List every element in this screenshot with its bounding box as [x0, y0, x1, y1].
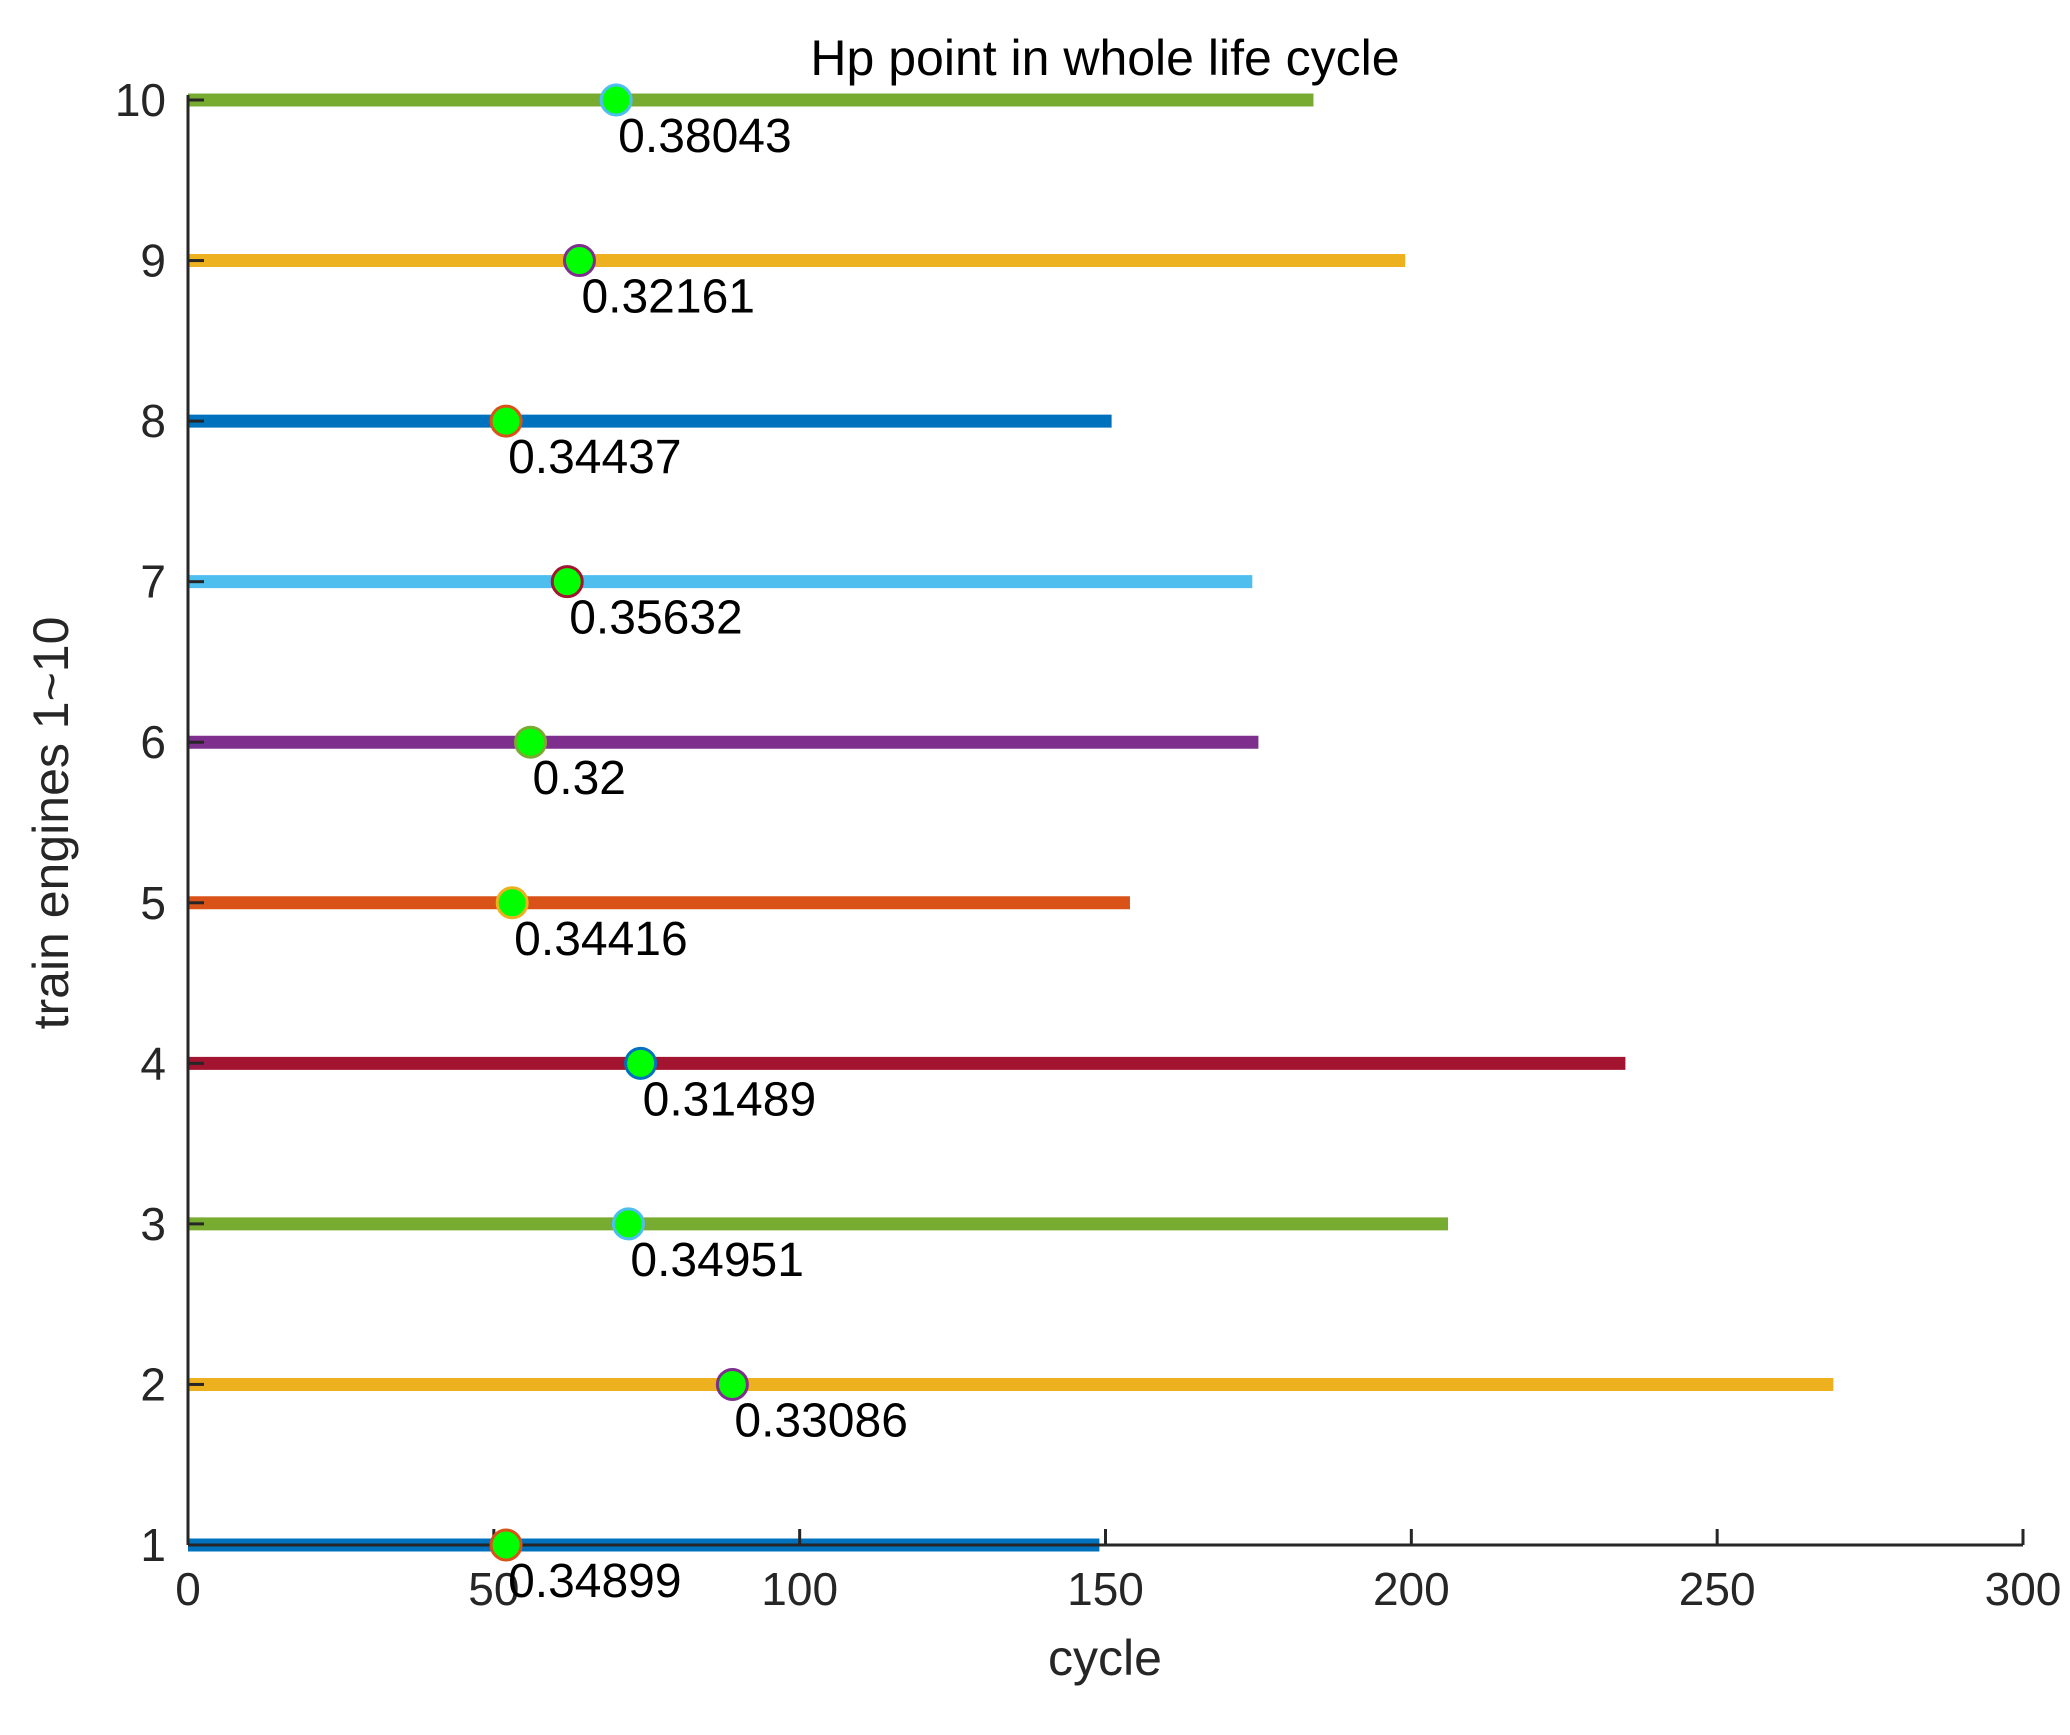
y-tick-label: 7 — [140, 556, 166, 608]
y-tick-label: 2 — [140, 1358, 166, 1410]
y-ticks: 1 2 3 4 5 6 7 8 9 10 — [115, 74, 204, 1571]
hp-marker-3 — [611, 1207, 645, 1241]
hp-marker-5 — [495, 886, 529, 920]
hp-marker-8 — [489, 404, 523, 438]
hp-marker-2 — [715, 1367, 749, 1401]
y-tick-label: 8 — [140, 395, 166, 447]
y-tick-label: 9 — [140, 235, 166, 287]
hp-label-8: 0.34437 — [508, 431, 682, 484]
hp-label-6: 0.32 — [533, 752, 626, 805]
hp-label-10: 0.38043 — [618, 110, 792, 163]
x-tick-label: 0 — [175, 1563, 201, 1615]
y-tick-label: 3 — [140, 1198, 166, 1250]
hp-label-1: 0.34899 — [508, 1555, 682, 1608]
y-tick-label: 1 — [140, 1519, 166, 1571]
hp-label-3: 0.34951 — [630, 1234, 804, 1287]
chart-title: Hp point in whole life cycle — [810, 30, 1399, 86]
hp-label-5: 0.34416 — [514, 913, 688, 966]
hp-label-2: 0.33086 — [734, 1394, 908, 1447]
x-tick-label: 150 — [1067, 1563, 1144, 1615]
hp-marker-1 — [489, 1528, 523, 1562]
hp-marker-9 — [562, 244, 596, 278]
y-axis-label: train engines 1~10 — [23, 617, 79, 1030]
y-tick-label: 5 — [140, 877, 166, 929]
y-tick-label: 10 — [115, 74, 166, 126]
hp-markers — [489, 83, 749, 1562]
hp-labels: 0.34899 0.33086 0.34951 0.31489 0.34416 0.32 0… — [508, 110, 908, 1608]
hp-label-9: 0.32161 — [581, 271, 755, 324]
x-ticks: 0 50 100 150 200 250 300 — [175, 1529, 2061, 1615]
x-axis-label: cycle — [1048, 1630, 1162, 1686]
y-tick-label: 6 — [140, 716, 166, 768]
hp-label-4: 0.31489 — [643, 1073, 817, 1126]
engine-bars — [188, 93, 1834, 1552]
hp-marker-7 — [550, 565, 584, 599]
axes — [186, 95, 2023, 1547]
hp-marker-4 — [624, 1046, 658, 1080]
hp-label-7: 0.35632 — [569, 592, 743, 645]
x-tick-label: 300 — [1985, 1563, 2062, 1615]
hp-marker-10 — [599, 83, 633, 117]
x-tick-label: 100 — [761, 1563, 838, 1615]
hp-marker-6 — [514, 725, 548, 759]
y-tick-label: 4 — [140, 1037, 166, 1089]
x-tick-label: 200 — [1373, 1563, 1450, 1615]
x-tick-label: 50 — [468, 1563, 519, 1615]
x-tick-label: 250 — [1679, 1563, 1756, 1615]
